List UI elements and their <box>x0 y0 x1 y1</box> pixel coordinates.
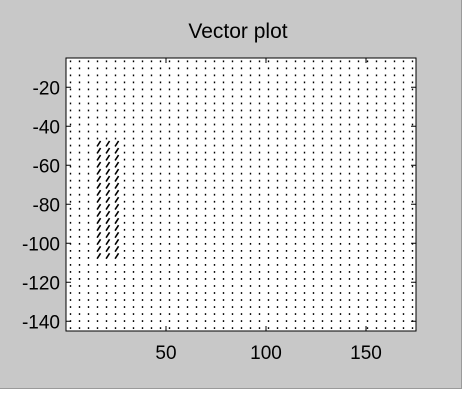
vector-arrow <box>96 140 102 147</box>
vector-arrow <box>105 196 111 204</box>
vector-arrow <box>105 245 111 253</box>
vector-field <box>69 60 414 329</box>
axis-ticks <box>66 58 416 331</box>
vector-arrow <box>96 175 102 182</box>
vector-arrow <box>105 231 111 239</box>
x-tick-label: 50 <box>155 343 176 364</box>
vector-arrow <box>114 238 120 246</box>
vector-arrow <box>96 252 102 260</box>
y-tick-label: -80 <box>33 195 60 216</box>
vector-arrow <box>114 231 120 239</box>
y-tick-label: -120 <box>22 273 60 294</box>
vector-arrow <box>96 147 102 154</box>
vector-arrow <box>96 245 102 253</box>
vector-arrow <box>96 231 102 239</box>
vector-arrow <box>96 154 102 161</box>
vector-arrow <box>105 140 111 147</box>
vector-arrow <box>105 168 111 175</box>
vector-arrow <box>114 161 120 168</box>
y-tick-labels: -20 -40 -60 -80 -100 -120 -140 <box>22 78 60 333</box>
vector-arrow <box>114 203 120 211</box>
x-tick-label: 100 <box>250 343 282 364</box>
vector-arrow <box>96 161 102 168</box>
chart-title: Vector plot <box>188 20 287 43</box>
vector-arrow <box>96 182 102 189</box>
vector-arrow <box>96 203 102 211</box>
vector-arrow <box>114 182 120 189</box>
vector-arrow <box>114 154 120 161</box>
y-tick-label: -40 <box>33 117 60 138</box>
vector-arrow <box>114 245 120 253</box>
vector-arrow <box>96 217 102 225</box>
vector-arrow <box>114 252 120 260</box>
vector-arrow <box>96 196 102 204</box>
vector-arrow <box>105 175 111 182</box>
vector-arrow <box>114 224 120 232</box>
vector-arrow <box>114 210 120 218</box>
vector-arrow <box>105 203 111 211</box>
vector-arrow <box>105 217 111 225</box>
vector-arrow <box>114 175 120 182</box>
vector-arrow <box>114 147 120 154</box>
y-tick-label: -20 <box>33 78 60 99</box>
vector-arrow <box>105 182 111 189</box>
vector-arrow <box>96 238 102 246</box>
vector-arrow <box>105 189 111 196</box>
vector-arrow <box>114 140 120 147</box>
y-tick-label: -100 <box>22 234 60 255</box>
vector-arrow <box>96 210 102 218</box>
vector-arrow <box>105 252 111 260</box>
vector-arrow <box>105 154 111 161</box>
vector-arrow <box>105 161 111 168</box>
vector-arrow <box>114 217 120 225</box>
vector-arrow <box>114 189 120 196</box>
vector-arrow <box>96 189 102 196</box>
x-tick-label: 150 <box>350 343 382 364</box>
x-tick-labels: 50 100 150 <box>155 343 381 364</box>
bottom-strip <box>0 389 474 405</box>
vector-arrow <box>105 224 111 232</box>
vector-arrow <box>114 196 120 204</box>
vector-arrow <box>105 147 111 154</box>
y-tick-label: -60 <box>33 156 60 177</box>
vector-arrow <box>96 168 102 175</box>
y-tick-label: -140 <box>22 312 60 333</box>
vector-arrow <box>96 224 102 232</box>
vector-arrow <box>105 238 111 246</box>
vector-arrow <box>114 168 120 175</box>
vector-arrow <box>105 210 111 218</box>
